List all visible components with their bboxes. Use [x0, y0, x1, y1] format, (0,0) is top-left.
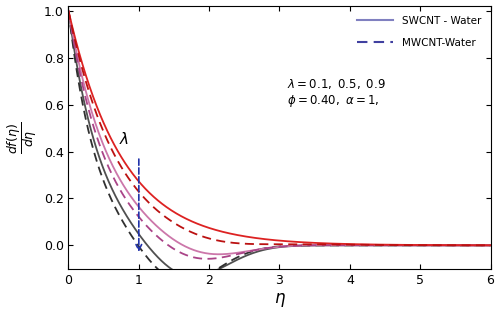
X-axis label: η: η [274, 290, 284, 307]
Text: $\lambda = 0.1,\ 0.5,\ 0.9$
$\phi = 0.40,\ \alpha = 1,$: $\lambda = 0.1,\ 0.5,\ 0.9$ $\phi = 0.40… [286, 77, 386, 109]
Legend: SWCNT - Water, MWCNT-Water: SWCNT - Water, MWCNT-Water [353, 12, 486, 52]
Y-axis label: $\dfrac{df(\eta)}{d\eta}$: $\dfrac{df(\eta)}{d\eta}$ [6, 121, 40, 154]
Text: $\lambda$: $\lambda$ [119, 131, 130, 147]
